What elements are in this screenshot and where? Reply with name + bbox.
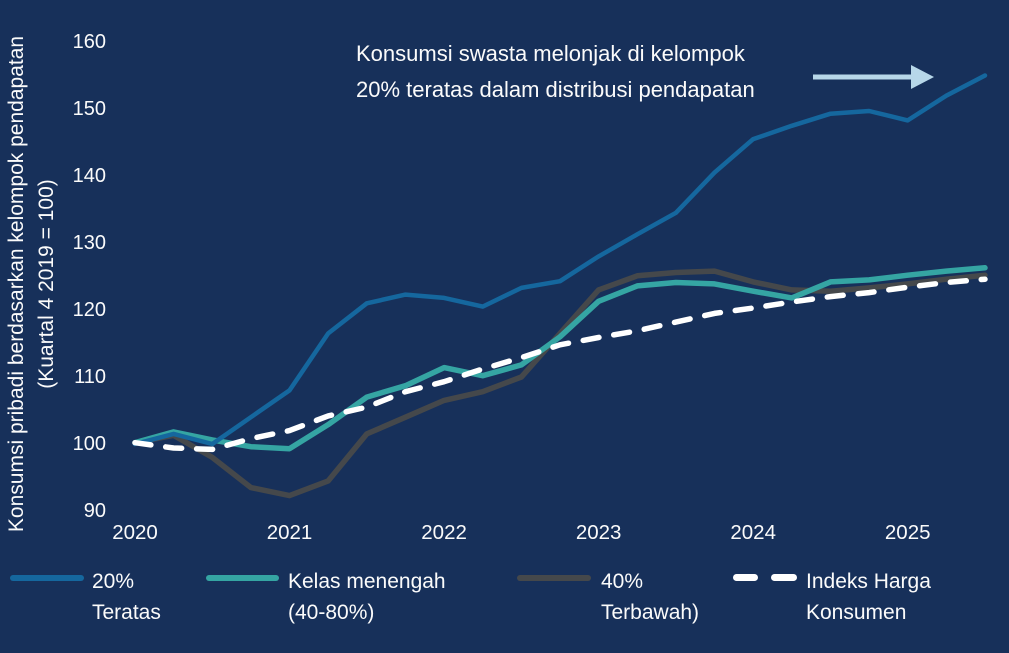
y-tick-label-150: 150: [72, 98, 106, 120]
legend-label-bottom40-line1: 40%: [601, 570, 644, 593]
legend-label-middle-line1: Kelas menengah: [288, 570, 446, 593]
legend-label-top20: 20% Teratas: [92, 566, 161, 628]
series-line-cpi: [132, 276, 988, 453]
y-tick-label-100: 100: [72, 433, 106, 455]
series-line-middle: [132, 265, 988, 452]
legend-label-cpi-line1: Indeks Harga: [806, 570, 931, 593]
chart-annotation-line2: 20% teratas dalam distribusi pendapatan: [356, 77, 755, 102]
x-tick-label-2020: 2020: [112, 521, 158, 544]
x-tick-label-2021: 2021: [266, 521, 313, 544]
series-line-top20: [132, 73, 988, 447]
annotation-arrow-head: [911, 65, 934, 89]
legend-swatch-cpi: [733, 574, 797, 581]
legend-label-bottom40: 40% Terbawah): [601, 566, 699, 628]
legend-label-top20-line1: 20%: [92, 570, 135, 593]
legend-label-cpi: Indeks Harga Konsumen: [806, 566, 931, 628]
x-tick-label-2023: 2023: [575, 521, 622, 544]
y-axis-title-line1: Konsumsi pribadi berdasarkan kelompok pe…: [5, 35, 28, 533]
x-tick-label-2024: 2024: [730, 521, 776, 544]
y-tick-label-110: 110: [74, 366, 106, 388]
y-tick-label-120: 120: [72, 299, 106, 321]
y-axis-title-line2: (Kuartal 4 2019 = 100): [35, 179, 58, 389]
legend-swatch-bottom40: [517, 575, 591, 581]
y-tick-label-90: 90: [83, 500, 106, 522]
legend-label-bottom40-line2: Terbawah): [601, 601, 700, 624]
chart-annotation-line1: Konsumsi swasta melonjak di kelompok: [356, 41, 745, 66]
legend-label-cpi-line2: Konsumen: [806, 601, 907, 624]
x-tick-label-2022: 2022: [421, 521, 467, 544]
x-tick-label-2025: 2025: [884, 521, 931, 544]
y-tick-label-140: 140: [72, 165, 106, 187]
y-axis-title: Konsumsi pribadi berdasarkan kelompok pe…: [2, 14, 64, 554]
legend-swatch-middle: [206, 575, 279, 581]
series-line-bottom40: [132, 268, 988, 499]
legend-label-middle-line2: (40-80%): [288, 601, 375, 624]
y-tick-label-160: 160: [72, 31, 106, 53]
legend-label-top20-line2: Teratas: [92, 601, 161, 624]
legend-label-middle: Kelas menengah (40-80%): [288, 566, 446, 628]
legend-swatch-dash-cpi: [771, 574, 797, 581]
y-tick-label-130: 130: [72, 232, 106, 254]
chart-annotation: Konsumsi swasta melonjak di kelompok 20%…: [356, 36, 755, 108]
legend-swatch-top20: [10, 575, 84, 581]
legend-swatch-dash-cpi: [733, 574, 758, 581]
